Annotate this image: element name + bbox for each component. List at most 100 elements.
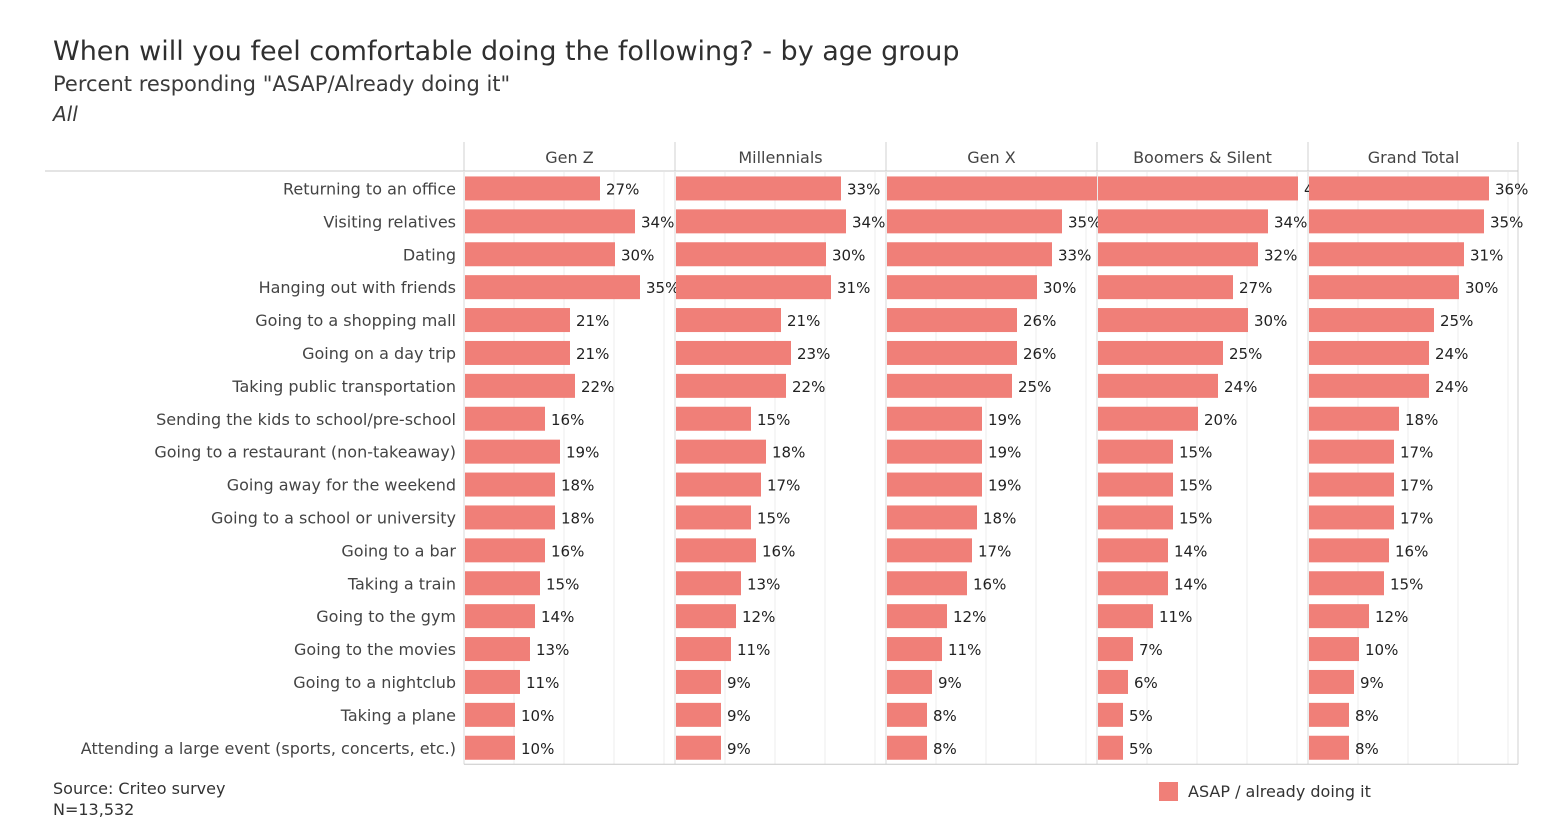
bar <box>1309 735 1349 760</box>
bar <box>465 472 555 497</box>
value-label: 13% <box>536 641 569 659</box>
value-label: 21% <box>576 312 609 330</box>
bar <box>676 538 756 563</box>
bar <box>1309 702 1349 727</box>
bar <box>465 735 515 760</box>
value-label: 14% <box>1174 575 1207 593</box>
panel-header-boomers-silent: Boomers & Silent <box>1133 148 1272 167</box>
bar <box>1309 604 1369 629</box>
value-label: 24% <box>1224 378 1257 396</box>
bar <box>1309 538 1389 563</box>
bar <box>676 604 736 629</box>
value-label: 23% <box>797 345 830 363</box>
value-label: 31% <box>1470 246 1503 264</box>
value-label: 25% <box>1229 345 1262 363</box>
bar <box>887 669 932 694</box>
bar <box>465 308 570 333</box>
bar <box>887 275 1037 300</box>
bar <box>887 505 977 530</box>
category-label: Hanging out with friends <box>259 278 456 297</box>
bar <box>1098 604 1153 629</box>
value-label: 17% <box>1400 477 1433 495</box>
category-label: Going to a shopping mall <box>255 311 456 330</box>
value-label: 11% <box>1159 608 1192 626</box>
bar <box>887 702 927 727</box>
value-label: 27% <box>1239 279 1272 297</box>
bar <box>676 406 751 431</box>
value-label: 26% <box>1023 312 1056 330</box>
bar <box>1098 242 1258 267</box>
value-label: 7% <box>1139 641 1163 659</box>
bar <box>676 209 846 234</box>
value-label: 15% <box>1179 509 1212 527</box>
bar <box>887 242 1052 267</box>
value-label: 12% <box>953 608 986 626</box>
bar <box>1098 340 1223 365</box>
bar <box>1309 505 1394 530</box>
bar <box>1098 209 1268 234</box>
value-label: 8% <box>933 740 957 758</box>
bar <box>887 637 942 662</box>
panel-header-millennials: Millennials <box>738 148 822 167</box>
value-label: 33% <box>1058 246 1091 264</box>
bar <box>887 340 1017 365</box>
bar <box>1309 472 1394 497</box>
bar <box>1098 406 1198 431</box>
bar <box>465 406 545 431</box>
legend-swatch <box>1159 782 1178 801</box>
value-label: 19% <box>988 444 1021 462</box>
value-label: 14% <box>541 608 574 626</box>
value-label: 5% <box>1129 740 1153 758</box>
value-label: 32% <box>1264 246 1297 264</box>
value-label: 34% <box>852 213 885 231</box>
value-label: 12% <box>1375 608 1408 626</box>
bar <box>1098 308 1248 333</box>
value-label: 27% <box>606 180 639 198</box>
value-label: 30% <box>832 246 865 264</box>
value-label: 5% <box>1129 707 1153 725</box>
value-label: 30% <box>1043 279 1076 297</box>
value-label: 22% <box>792 378 825 396</box>
value-label: 8% <box>933 707 957 725</box>
value-label: 25% <box>1440 312 1473 330</box>
bar <box>887 373 1012 398</box>
value-label: 10% <box>1365 641 1398 659</box>
category-label: Dating <box>403 245 456 264</box>
value-label: 9% <box>727 707 751 725</box>
bar <box>676 669 721 694</box>
bar <box>676 275 831 300</box>
category-label: Going to the movies <box>294 640 456 659</box>
value-label: 26% <box>1023 345 1056 363</box>
category-label: Going to a nightclub <box>293 673 456 692</box>
value-label: 24% <box>1435 378 1468 396</box>
bar <box>887 439 982 464</box>
bar <box>1309 439 1394 464</box>
category-label: Taking public transportation <box>231 377 456 396</box>
value-label: 14% <box>1174 542 1207 560</box>
value-label: 30% <box>1254 312 1287 330</box>
value-label: 35% <box>646 279 679 297</box>
value-label: 17% <box>1400 509 1433 527</box>
bar <box>465 538 545 563</box>
bar <box>465 505 555 530</box>
bar <box>1098 505 1173 530</box>
panel-header-grand-total: Grand Total <box>1368 148 1460 167</box>
bar <box>1098 275 1233 300</box>
bar <box>465 571 540 596</box>
category-label: Attending a large event (sports, concert… <box>81 739 456 758</box>
bar <box>465 637 530 662</box>
bar <box>676 439 766 464</box>
bar <box>1098 702 1123 727</box>
value-label: 16% <box>762 542 795 560</box>
value-label: 9% <box>727 674 751 692</box>
value-label: 30% <box>621 246 654 264</box>
category-label: Visiting relatives <box>323 212 456 231</box>
bar <box>887 735 927 760</box>
bar <box>1098 669 1128 694</box>
bar <box>1098 472 1173 497</box>
bar <box>676 242 826 267</box>
bar <box>465 702 515 727</box>
bar <box>1309 373 1429 398</box>
bar <box>1309 571 1384 596</box>
value-label: 17% <box>767 477 800 495</box>
